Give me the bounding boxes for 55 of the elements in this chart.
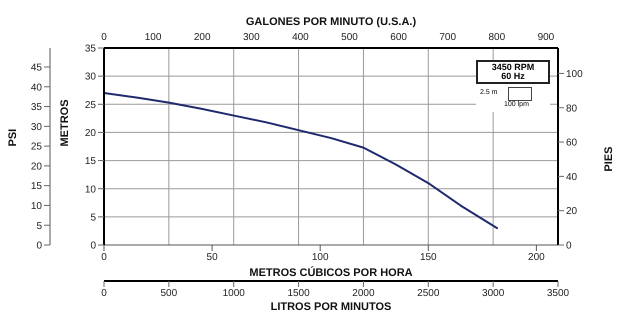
x-tick-label: 1000 [222,288,246,300]
y3-tick-label: 45 [30,62,42,74]
text: 100 [312,252,329,264]
y-tick-label: 10 [84,184,96,196]
text: 0 [101,252,108,264]
y3-tick-label: 5 [36,220,42,232]
y3-tick-label: 10 [30,200,42,212]
y2-tick-label: 0 [566,240,572,252]
annotation: 60 Hz [500,71,526,81]
text: METROS CÚBICOS POR HORA [249,266,413,279]
y-tick-label: 5 [90,212,96,224]
y-axis-title: METROS [58,99,71,146]
x2-tick-label: 300 [242,32,260,43]
x2-tick-label: 200 [194,32,211,43]
y2-tick-label: 80 [566,103,578,114]
y2-tick-label: 100 [566,68,584,80]
x-tick-label: 3000 [482,288,505,300]
x-tick-label: 1500 [287,288,310,300]
x-axis-title: LITROS POR MINUTOS [270,301,392,313]
y3-tick-label: 15 [30,181,42,192]
x-tick-label: 500 [160,288,178,300]
x-tick-label: 2500 [417,288,440,300]
y-tick-label: 35 [84,44,96,55]
y2-tick-label: 60 [566,138,578,149]
y3-tick-label: 40 [30,82,42,94]
y-tick-label: 0 [90,240,96,252]
y3-tick-label: 20 [30,161,42,172]
y-tick-label: 30 [84,72,96,83]
y2-tick-label: 40 [566,172,578,183]
x2-tick-label: 0 [101,32,108,43]
y3-tick-label: 25 [30,142,42,153]
y-tick-label: 25 [84,100,96,111]
y2-axis-title: PIES [602,146,615,172]
y-tick-label: 15 [84,156,96,168]
text: 150 [420,252,438,264]
x2-axis-title: GALONES POR MINUTO (U.S.A.) [246,16,416,28]
x2-tick-label: 100 [144,32,162,43]
x-tick-label: 0 [101,288,108,300]
y-tick-label: 20 [84,128,96,139]
x2-tick-label: 400 [292,32,310,43]
x2-tick-label: 900 [538,32,555,43]
x2-tick-label: 800 [488,32,506,43]
x2-tick-label: 600 [390,32,408,43]
y3-tick-label: 30 [30,122,42,133]
text: 200 [528,252,546,264]
y3-tick-label: 35 [30,102,42,114]
x2-tick-label: 700 [439,32,456,43]
y3-tick-label: 0 [36,240,42,252]
annotation: 3450 RPM [490,62,536,72]
x2-tick-label: 500 [341,32,358,43]
y2-tick-label: 20 [566,206,578,218]
y3-axis-title: PSI [6,128,19,146]
x-tick-label: 3500 [546,288,570,300]
x-tick-label: 2000 [352,288,375,300]
text: 50 [206,252,218,264]
